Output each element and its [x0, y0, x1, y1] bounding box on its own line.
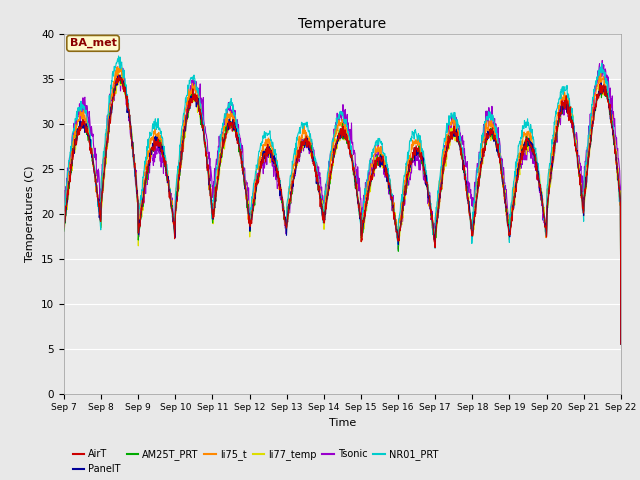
li75_t: [551, 127, 559, 133]
li77_temp: [429, 224, 437, 230]
AM25T_PRT: [502, 208, 509, 214]
li75_t: [246, 216, 254, 221]
AirT: [60, 225, 68, 230]
AirT: [551, 139, 559, 145]
li77_temp: [617, 341, 625, 347]
Tsonic: [617, 341, 625, 347]
PanelT: [502, 204, 509, 210]
li75_t: [60, 208, 68, 214]
Tsonic: [60, 202, 68, 208]
li77_temp: [171, 228, 179, 234]
PanelT: [171, 226, 179, 232]
AM25T_PRT: [246, 218, 254, 224]
NR01_PRT: [60, 207, 68, 213]
X-axis label: Time: Time: [329, 418, 356, 428]
AirT: [429, 226, 437, 232]
Line: NR01_PRT: NR01_PRT: [64, 56, 621, 344]
AirT: [115, 72, 122, 78]
Tsonic: [551, 151, 559, 156]
AirT: [502, 202, 509, 208]
li75_t: [502, 206, 509, 212]
AM25T_PRT: [551, 138, 559, 144]
NR01_PRT: [246, 205, 254, 211]
PanelT: [184, 109, 192, 115]
AirT: [617, 341, 625, 347]
Line: li75_t: li75_t: [64, 66, 621, 344]
AirT: [246, 223, 254, 229]
Line: li77_temp: li77_temp: [64, 72, 621, 344]
NR01_PRT: [551, 114, 559, 120]
Tsonic: [246, 211, 254, 217]
Line: Tsonic: Tsonic: [64, 60, 621, 344]
PanelT: [116, 72, 124, 78]
li77_temp: [246, 220, 254, 226]
Line: PanelT: PanelT: [64, 75, 621, 344]
AM25T_PRT: [60, 228, 68, 234]
PanelT: [60, 224, 68, 230]
li75_t: [115, 63, 123, 69]
li75_t: [429, 225, 437, 231]
li77_temp: [184, 113, 192, 119]
li75_t: [184, 97, 192, 103]
Title: Temperature: Temperature: [298, 17, 387, 31]
NR01_PRT: [115, 53, 122, 59]
Line: AM25T_PRT: AM25T_PRT: [64, 76, 621, 344]
li75_t: [617, 341, 625, 347]
Text: BA_met: BA_met: [70, 38, 116, 48]
PanelT: [246, 221, 254, 227]
PanelT: [551, 137, 559, 143]
Tsonic: [184, 111, 191, 117]
AM25T_PRT: [171, 225, 179, 230]
NR01_PRT: [617, 341, 625, 347]
li77_temp: [118, 69, 126, 75]
NR01_PRT: [429, 232, 437, 238]
AM25T_PRT: [184, 105, 192, 110]
PanelT: [429, 222, 437, 228]
AM25T_PRT: [115, 73, 123, 79]
PanelT: [617, 341, 625, 347]
AirT: [171, 236, 179, 241]
NR01_PRT: [502, 204, 509, 210]
AM25T_PRT: [429, 232, 437, 238]
Tsonic: [502, 182, 509, 188]
li77_temp: [502, 202, 509, 208]
li77_temp: [551, 139, 559, 145]
Tsonic: [598, 58, 606, 63]
AirT: [184, 105, 192, 111]
AM25T_PRT: [617, 341, 625, 347]
li75_t: [171, 229, 179, 235]
Y-axis label: Temperatures (C): Temperatures (C): [26, 165, 35, 262]
Tsonic: [170, 222, 178, 228]
Tsonic: [429, 227, 436, 233]
NR01_PRT: [184, 85, 192, 91]
Line: AirT: AirT: [64, 75, 621, 344]
NR01_PRT: [171, 232, 179, 238]
li77_temp: [60, 220, 68, 226]
Legend: AirT, PanelT, AM25T_PRT, li75_t, li77_temp, Tsonic, NR01_PRT: AirT, PanelT, AM25T_PRT, li75_t, li77_te…: [69, 445, 442, 478]
